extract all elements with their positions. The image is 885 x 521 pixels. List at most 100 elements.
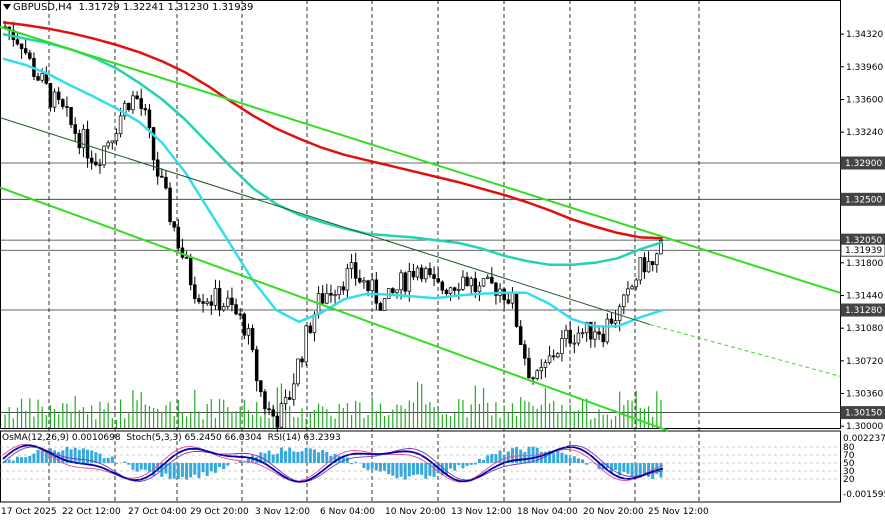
osma-bar xyxy=(589,462,593,463)
osma-bar xyxy=(275,453,279,463)
candle-body xyxy=(176,226,181,249)
grid-lines xyxy=(0,0,841,503)
osma-bar xyxy=(317,452,321,463)
level-label: 1.32500 xyxy=(845,195,882,205)
channel-mid-line xyxy=(0,117,651,326)
osma-bar xyxy=(271,454,275,463)
osma-bar xyxy=(197,463,201,479)
candle-body xyxy=(634,279,638,288)
candle-body xyxy=(160,175,164,178)
candle-body xyxy=(209,301,214,306)
candle-body xyxy=(650,261,655,266)
candle-body xyxy=(490,276,494,284)
indicator-tick-label: 30 xyxy=(843,467,855,477)
osma-bar xyxy=(193,463,197,475)
candle-body xyxy=(444,289,449,294)
candle-body xyxy=(151,127,156,161)
osma-bar xyxy=(156,463,160,472)
candle-body xyxy=(85,128,90,159)
indicator-tick-label: -0.001595 xyxy=(843,490,885,500)
candle-body xyxy=(358,277,362,283)
osma-bar xyxy=(321,450,325,463)
osma-bar xyxy=(234,463,238,464)
candle-body xyxy=(320,293,325,304)
osma-bar xyxy=(312,449,316,463)
candle-body xyxy=(378,302,383,311)
osma-bar xyxy=(325,451,329,463)
price-tick-label: 1.33600 xyxy=(846,95,883,105)
osma-bar xyxy=(543,451,547,463)
trend-channel xyxy=(0,25,841,432)
candle-body xyxy=(399,272,403,291)
level-label-box xyxy=(840,156,885,170)
osma-bar xyxy=(114,463,118,464)
rsi-line xyxy=(2,444,664,483)
osma-bar xyxy=(3,460,7,463)
price-tick-label: 1.31440 xyxy=(846,292,883,302)
candle-body xyxy=(622,294,626,307)
dropdown-triangle-icon[interactable] xyxy=(3,4,11,10)
osma-bar xyxy=(213,463,217,473)
candle-body xyxy=(263,391,267,410)
osma-bar xyxy=(36,449,40,463)
osma-bar xyxy=(209,463,213,472)
candle-body xyxy=(531,377,535,380)
osma-bar xyxy=(576,458,580,463)
osma-bar xyxy=(622,463,626,472)
osma-bar xyxy=(98,453,102,463)
candle-body xyxy=(457,289,461,291)
osma-bar xyxy=(53,450,57,463)
candle-body xyxy=(226,297,230,307)
osma-bar xyxy=(634,463,638,477)
osma-bar xyxy=(523,452,527,463)
candle-body xyxy=(395,289,399,293)
candle-body xyxy=(172,221,176,228)
candle-body xyxy=(659,240,663,255)
osma-bar xyxy=(354,461,358,463)
ohlc-values: 1.31729 1.32241 1.31230 1.31939 xyxy=(78,2,254,13)
candle-body xyxy=(432,274,436,279)
osma-bar xyxy=(218,463,222,467)
candle-body xyxy=(655,253,659,266)
time-tick-label: 22 Oct 12:00 xyxy=(62,507,121,517)
candle-body xyxy=(110,140,115,144)
candle-body xyxy=(312,314,317,333)
candle-body xyxy=(415,267,420,278)
osma-bar xyxy=(106,457,110,463)
candle-body xyxy=(424,268,428,280)
candle-body xyxy=(481,278,486,287)
osma-bar xyxy=(432,463,436,477)
candle-body xyxy=(102,145,106,166)
candle-body xyxy=(135,95,139,99)
candle-body xyxy=(617,306,622,322)
candle-body xyxy=(589,321,593,340)
osma-bar xyxy=(420,463,424,475)
candle-body xyxy=(613,320,618,324)
osma-bar xyxy=(572,456,576,463)
candle-body xyxy=(52,91,57,108)
indicator-tick-label: 50 xyxy=(843,459,855,469)
osma-bar xyxy=(453,463,457,471)
osma-bar xyxy=(568,458,572,463)
osma-bar xyxy=(539,451,543,463)
candle-body xyxy=(114,133,119,142)
price-tick-label: 1.31800 xyxy=(846,259,883,269)
indicator-header: OsMA(12,26,9) 0.0010698 Stoch(5,3,3) 65.… xyxy=(2,433,341,443)
osma-bar xyxy=(428,463,432,476)
osma-bar xyxy=(609,463,613,473)
candle-body xyxy=(642,257,647,273)
candle-body xyxy=(143,108,148,111)
candle-body xyxy=(465,276,469,287)
osma-bar xyxy=(449,463,453,469)
candle-body xyxy=(523,344,527,359)
osma-bar xyxy=(465,463,469,466)
osma-bar xyxy=(226,463,230,466)
candle-body xyxy=(527,357,531,379)
candle-body xyxy=(333,294,337,297)
osma-bar xyxy=(222,463,226,470)
candle-body xyxy=(362,280,366,283)
price-tick-label: 1.30360 xyxy=(846,390,883,400)
